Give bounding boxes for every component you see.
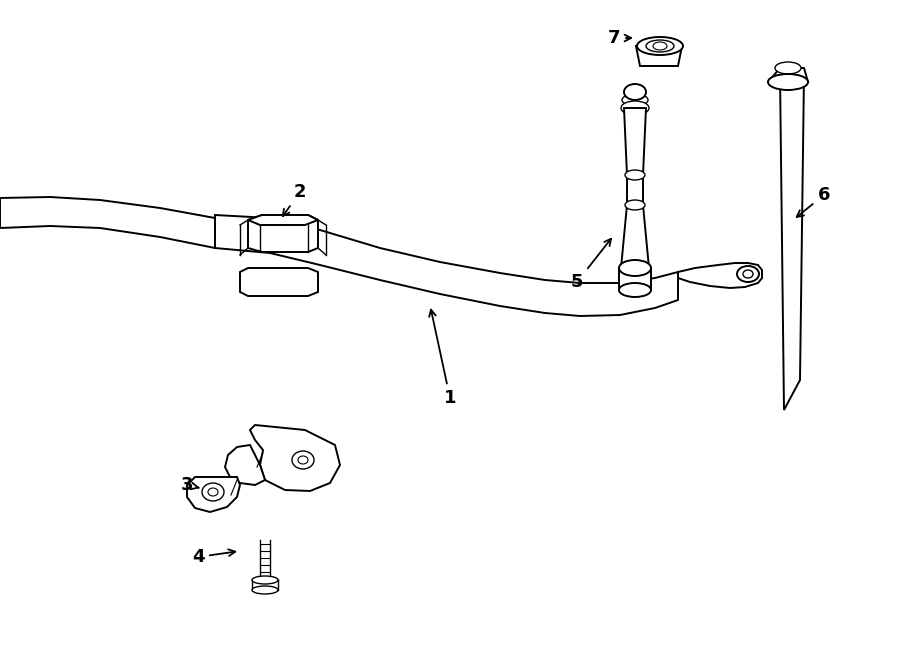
Text: 3: 3 (181, 476, 199, 494)
Polygon shape (780, 74, 804, 410)
Ellipse shape (646, 40, 674, 52)
Ellipse shape (298, 456, 308, 464)
Text: 2: 2 (283, 183, 306, 216)
Polygon shape (187, 477, 240, 512)
Ellipse shape (653, 42, 667, 50)
Ellipse shape (292, 451, 314, 469)
Polygon shape (621, 205, 649, 268)
Ellipse shape (619, 271, 651, 285)
Polygon shape (248, 215, 318, 225)
Polygon shape (215, 215, 678, 316)
Ellipse shape (621, 101, 649, 115)
Text: 5: 5 (571, 239, 611, 291)
Text: 6: 6 (796, 186, 830, 217)
Ellipse shape (619, 283, 651, 297)
Polygon shape (768, 68, 808, 82)
Ellipse shape (202, 483, 224, 501)
Ellipse shape (619, 260, 651, 276)
Polygon shape (627, 175, 643, 205)
Ellipse shape (252, 576, 278, 584)
Ellipse shape (775, 62, 801, 74)
Polygon shape (636, 46, 682, 66)
Polygon shape (624, 108, 646, 175)
Ellipse shape (622, 94, 648, 106)
Text: 1: 1 (429, 310, 456, 407)
Ellipse shape (624, 84, 646, 100)
Ellipse shape (637, 37, 683, 55)
Ellipse shape (737, 266, 759, 282)
Polygon shape (240, 268, 318, 296)
Ellipse shape (743, 270, 753, 278)
Polygon shape (248, 215, 318, 252)
Ellipse shape (768, 74, 808, 90)
Ellipse shape (625, 170, 645, 180)
Polygon shape (678, 263, 762, 288)
Polygon shape (225, 445, 265, 485)
Ellipse shape (625, 200, 645, 210)
Text: 7: 7 (608, 29, 631, 47)
Polygon shape (619, 268, 651, 290)
Ellipse shape (208, 488, 218, 496)
Ellipse shape (252, 586, 278, 594)
Polygon shape (250, 425, 340, 491)
Polygon shape (0, 197, 215, 248)
Text: 4: 4 (192, 548, 235, 566)
